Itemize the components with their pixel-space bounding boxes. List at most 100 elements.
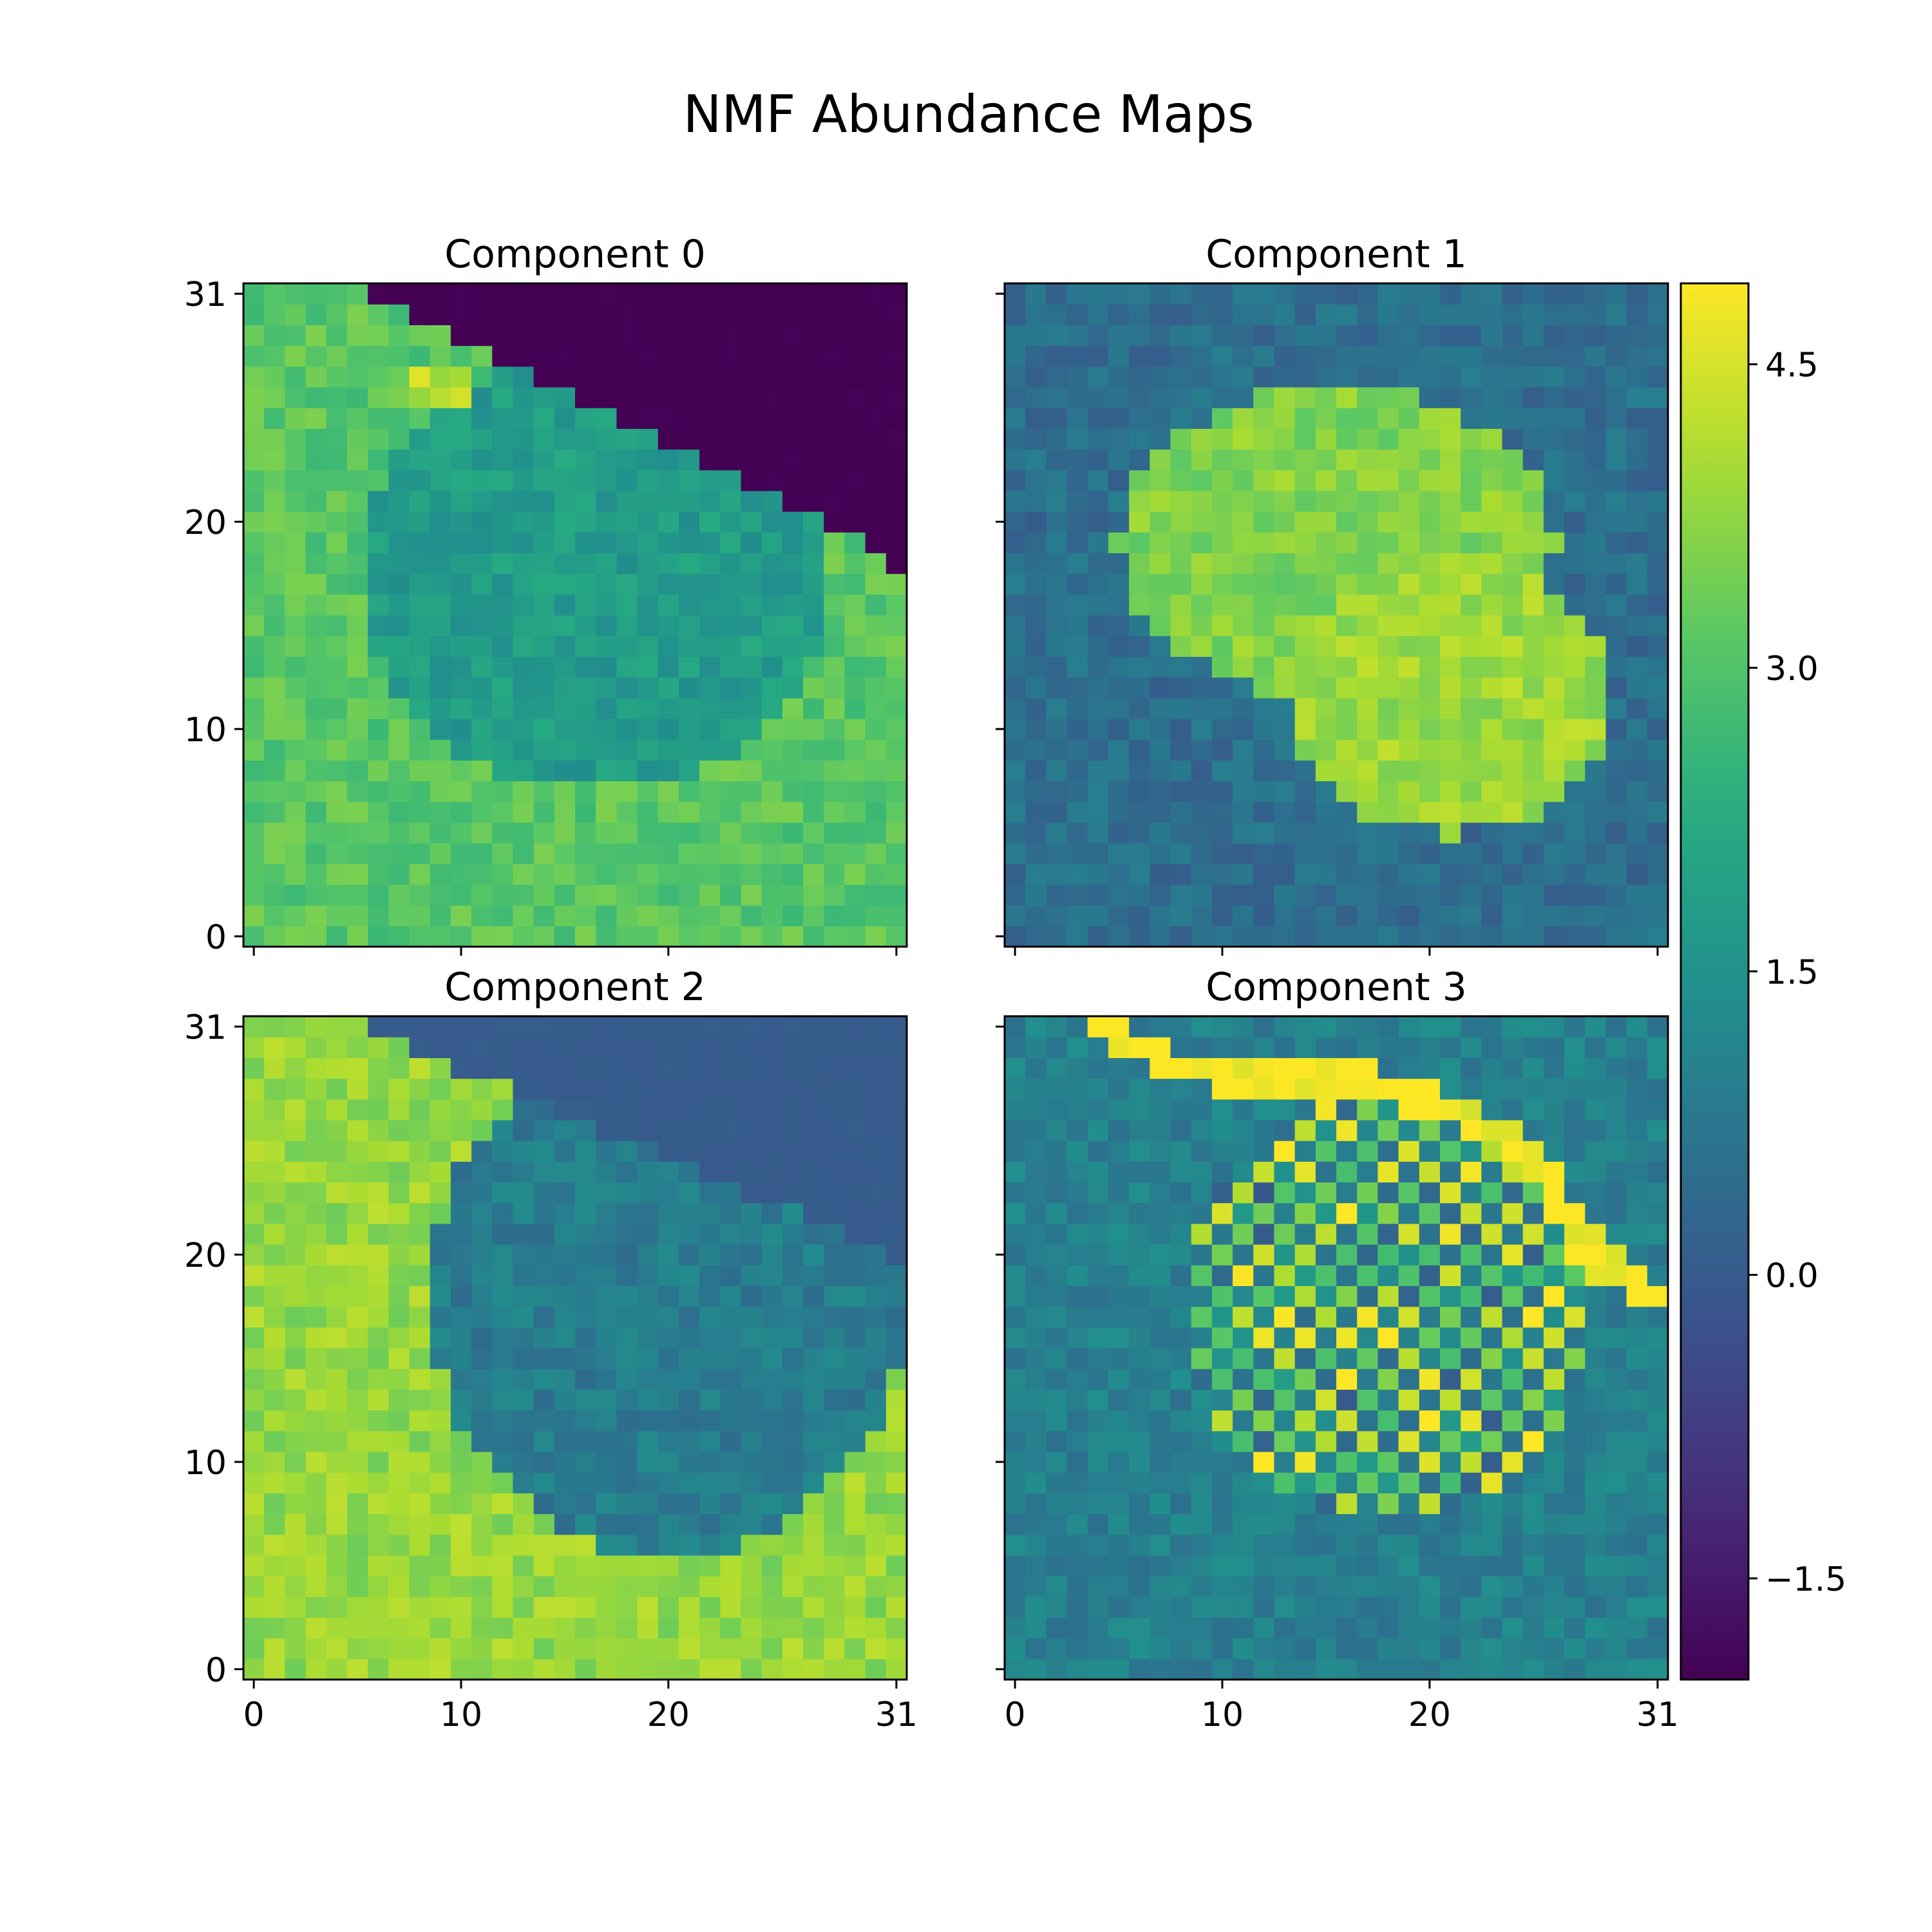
heatmap-cell — [430, 532, 451, 554]
heatmap-cell — [658, 283, 679, 305]
heatmap-cell — [1066, 553, 1088, 574]
heatmap-cell — [243, 386, 265, 408]
heatmap-cell — [1419, 553, 1441, 574]
heatmap-cell — [1025, 1306, 1046, 1328]
heatmap-cell — [450, 1576, 472, 1597]
heatmap-cell — [658, 1430, 679, 1452]
heatmap-cell — [658, 781, 679, 802]
heatmap-cell — [678, 1244, 700, 1265]
heatmap-cell — [1066, 1513, 1088, 1535]
heatmap-cell — [1336, 449, 1358, 471]
heatmap-cell — [761, 656, 783, 678]
heatmap-cell — [803, 636, 824, 657]
heatmap-cell — [1543, 1306, 1565, 1328]
heatmap-cell — [761, 1410, 783, 1432]
heatmap-cell — [637, 1638, 659, 1660]
heatmap-cell — [1005, 1265, 1026, 1287]
heatmap-cell — [368, 1430, 389, 1452]
heatmap-cell — [243, 1430, 265, 1452]
heatmap-cell — [368, 636, 389, 657]
heatmap-cell — [1150, 1493, 1171, 1515]
heatmap-cell — [1439, 1430, 1461, 1452]
heatmap-cell — [285, 760, 307, 782]
heatmap-cell — [492, 884, 514, 906]
heatmap-cell — [1419, 1182, 1441, 1204]
heatmap-cell — [575, 1451, 596, 1473]
heatmap-cell — [1108, 283, 1130, 305]
heatmap-cell — [1046, 1182, 1068, 1204]
heatmap-cell — [326, 739, 348, 761]
heatmap-cell — [720, 325, 742, 346]
heatmap-cell — [450, 511, 472, 533]
heatmap-cell — [1439, 1327, 1461, 1349]
heatmap-cell — [1626, 469, 1648, 491]
heatmap-cell — [264, 864, 285, 886]
heatmap-cell — [305, 1099, 327, 1121]
heatmap-cell — [243, 1617, 265, 1639]
heatmap-cell — [1170, 1493, 1192, 1515]
heatmap-cell — [844, 1389, 866, 1411]
heatmap-cell — [596, 822, 617, 844]
heatmap-cell — [1398, 1410, 1420, 1432]
heatmap-cell — [596, 1555, 617, 1577]
heatmap-cell — [409, 1265, 431, 1287]
heatmap-cell — [264, 760, 285, 782]
heatmap-cell — [637, 697, 659, 719]
heatmap-cell — [1294, 1617, 1316, 1639]
heatmap-cell — [865, 864, 887, 886]
heatmap-cell — [1294, 864, 1316, 886]
heatmap-cell — [1336, 1513, 1358, 1535]
heatmap-cell — [1419, 511, 1441, 533]
heatmap-cell — [450, 1555, 472, 1577]
heatmap-cell — [741, 1306, 762, 1328]
heatmap-cell — [409, 1285, 431, 1307]
heatmap-cell — [1626, 1596, 1648, 1618]
heatmap-cell — [824, 1141, 846, 1162]
heatmap-cell — [450, 469, 472, 491]
heatmap-cell — [1398, 1161, 1420, 1183]
heatmap-cell — [1543, 718, 1565, 740]
heatmap-cell — [1005, 304, 1026, 325]
heatmap-cell — [1439, 1265, 1461, 1287]
heatmap-cell — [741, 408, 762, 429]
heatmap-cell — [1191, 925, 1213, 947]
heatmap-cell — [658, 1202, 679, 1224]
heatmap-cell — [865, 1348, 887, 1369]
heatmap-cell — [450, 697, 472, 719]
heatmap-cell — [596, 1493, 617, 1515]
heatmap-cell — [803, 1596, 824, 1618]
heatmap-cell — [388, 636, 410, 657]
heatmap-cell — [741, 843, 762, 864]
heatmap-cell — [368, 553, 389, 574]
heatmap-cell — [1046, 490, 1068, 512]
heatmap-cell — [1543, 656, 1565, 678]
heatmap-cell — [1481, 615, 1503, 636]
heatmap-cell — [368, 1576, 389, 1597]
heatmap-cell — [1046, 1513, 1068, 1535]
heatmap-cell — [699, 1037, 721, 1058]
heatmap-cell — [1543, 490, 1565, 512]
heatmap-cell — [1066, 1493, 1088, 1515]
heatmap-cell — [1336, 760, 1358, 782]
heatmap-cell — [368, 1265, 389, 1287]
heatmap-cell — [1108, 428, 1130, 450]
heatmap-cell — [1626, 511, 1648, 533]
heatmap-cell — [554, 1078, 576, 1100]
heatmap-cell — [346, 366, 368, 388]
heatmap-cell — [368, 905, 389, 927]
heatmap-cell — [1398, 304, 1420, 325]
heatmap-cell — [1357, 1223, 1378, 1245]
heatmap-cell — [865, 822, 887, 844]
heatmap-cell — [471, 884, 493, 906]
heatmap-cell — [409, 718, 431, 740]
heatmap-cell — [1502, 1658, 1524, 1680]
heatmap-cell — [803, 1658, 824, 1680]
heatmap-cell — [1315, 760, 1337, 782]
heatmap-cell — [1108, 1451, 1130, 1473]
heatmap-cell — [658, 573, 679, 595]
heatmap-cell — [305, 822, 327, 844]
heatmap-cell — [658, 822, 679, 844]
heatmap-cell — [637, 1244, 659, 1265]
heatmap-cell — [305, 1078, 327, 1100]
heatmap-cell — [513, 345, 535, 367]
